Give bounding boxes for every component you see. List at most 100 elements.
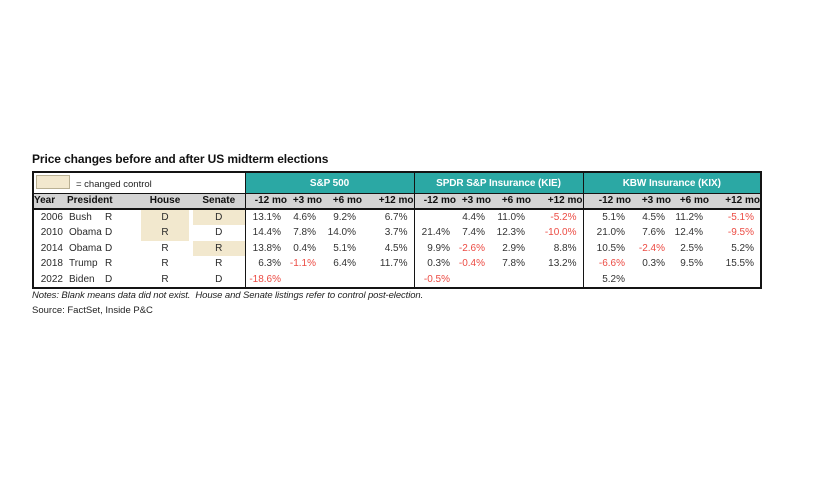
year-cell: 2006 bbox=[40, 211, 63, 223]
column-header-house: House bbox=[149, 195, 181, 207]
sp500-value-cell: 0.4% bbox=[293, 242, 316, 254]
group-header-kix: KBW Insurance (KIX) bbox=[582, 172, 761, 194]
year-cell: 2022 bbox=[40, 273, 63, 285]
table-row: 2010 Obama D R D 14.4% 7.8% 14.0% 3.7% 21.4% 7.4% 1… bbox=[33, 225, 761, 241]
president-party-cell: D bbox=[105, 227, 113, 239]
kix-value-cell: 9.5% bbox=[680, 258, 703, 270]
column-header-month: +12 mo bbox=[725, 195, 760, 207]
kix-value-cell: -6.6% bbox=[582, 256, 631, 272]
president-cell: Obama bbox=[69, 242, 102, 254]
column-header-month: +12 mo bbox=[547, 195, 583, 207]
column-header-month: +3 mo bbox=[461, 195, 491, 207]
kie-value-cell bbox=[491, 272, 531, 289]
year-cell: 2018 bbox=[40, 258, 63, 270]
sp500-value-cell: 4.6% bbox=[293, 211, 316, 223]
kix-value-cell bbox=[709, 272, 761, 289]
kie-value-cell: 9.9% bbox=[413, 240, 456, 256]
president-party-cell: D bbox=[105, 242, 113, 254]
kix-value-cell: -2.4% bbox=[638, 242, 665, 254]
kix-value-cell: 2.5% bbox=[680, 242, 703, 254]
legend-label: = changed control bbox=[76, 179, 152, 190]
sp500-value-cell: 5.1% bbox=[333, 242, 356, 254]
kie-value-cell: 12.3% bbox=[496, 227, 525, 239]
sp500-value-cell bbox=[322, 272, 362, 289]
kix-value-cell: 7.6% bbox=[642, 227, 665, 239]
table-row: 2018 Trump R R R 6.3% -1.1% 6.4% 11.7% 0.3% -0.4% 7… bbox=[33, 256, 761, 272]
table-row: 2006 Bush R D D 13.1% 4.6% 9.2% 6.7% 4.4% 11.0% -5.… bbox=[33, 208, 761, 225]
sp500-value-cell: 13.1% bbox=[244, 208, 287, 225]
president-cell: Trump bbox=[69, 258, 98, 270]
column-header-month: +3 mo bbox=[292, 195, 322, 207]
legend-cell: = changed control bbox=[33, 172, 245, 194]
president-party-cell: R bbox=[105, 258, 113, 270]
kie-value-cell bbox=[413, 208, 456, 225]
president-cell: Biden bbox=[69, 273, 95, 285]
column-header-month: +6 mo bbox=[501, 195, 531, 207]
kie-value-cell: -0.4% bbox=[458, 258, 485, 270]
kie-value-cell: -0.5% bbox=[413, 271, 456, 288]
kix-value-cell: 12.4% bbox=[674, 227, 703, 239]
kix-value-cell: 0.3% bbox=[642, 258, 665, 270]
sp500-value-cell: 9.2% bbox=[333, 211, 356, 223]
changed-control-swatch bbox=[36, 175, 70, 189]
sp500-value-cell: 11.7% bbox=[379, 258, 408, 270]
kix-value-cell: 5.1% bbox=[582, 208, 631, 225]
kie-value-cell: -5.2% bbox=[550, 211, 577, 223]
sp500-value-cell: -1.1% bbox=[289, 258, 316, 270]
kix-value-cell: 21.0% bbox=[582, 225, 631, 241]
page-title: Price changes before and after US midter… bbox=[32, 152, 329, 166]
source-text: Source: FactSet, Inside P&C bbox=[32, 305, 153, 316]
president-cell: Bush bbox=[69, 211, 92, 223]
president-party-cell: R bbox=[105, 211, 113, 223]
kix-value-cell: -5.1% bbox=[727, 211, 754, 223]
house-control-cell: R bbox=[141, 225, 189, 241]
sp500-value-cell: 6.3% bbox=[244, 256, 287, 272]
kie-value-cell: 11.0% bbox=[497, 211, 525, 223]
president-party-cell: D bbox=[105, 273, 113, 285]
column-header-month: +12 mo bbox=[378, 195, 414, 207]
group-header-row: = changed control S&P 500 SPDR S&P Insur… bbox=[33, 172, 761, 194]
column-header-year: Year bbox=[34, 195, 56, 207]
senate-control-cell: R bbox=[193, 240, 245, 256]
group-header-sp500: S&P 500 bbox=[244, 172, 414, 194]
column-header-president: President bbox=[67, 195, 113, 207]
sp500-value-cell: 6.7% bbox=[384, 211, 408, 223]
sp500-value-cell: 6.4% bbox=[333, 258, 356, 270]
kie-value-cell bbox=[531, 272, 583, 289]
kix-value-cell: 15.5% bbox=[725, 258, 754, 270]
kie-value-cell: 4.4% bbox=[462, 211, 485, 223]
kix-value-cell: 11.2% bbox=[675, 211, 703, 223]
column-header-month: +6 mo bbox=[679, 195, 709, 207]
kie-value-cell: 7.4% bbox=[462, 227, 485, 239]
sp500-value-cell: 14.0% bbox=[327, 227, 356, 239]
kie-value-cell bbox=[456, 272, 491, 289]
column-header-month: -12 mo bbox=[413, 193, 456, 209]
column-header-senate: Senate bbox=[202, 195, 236, 207]
kix-value-cell: 5.2% bbox=[731, 242, 754, 254]
notes-text: Notes: Blank means data did not exist. H… bbox=[32, 290, 424, 301]
kie-value-cell: -10.0% bbox=[544, 227, 577, 239]
kix-value-cell: -9.5% bbox=[727, 227, 754, 239]
senate-control-cell: R bbox=[215, 258, 223, 270]
president-cell: Obama bbox=[69, 227, 102, 239]
house-control-cell: R bbox=[161, 242, 169, 254]
column-header-month: -12 mo bbox=[582, 193, 631, 209]
kix-value-cell: 4.5% bbox=[642, 211, 665, 223]
column-header-month: +3 mo bbox=[641, 195, 671, 207]
kie-value-cell: 13.2% bbox=[548, 258, 577, 270]
senate-control-cell: D bbox=[215, 273, 223, 285]
kie-value-cell: -2.6% bbox=[458, 242, 485, 254]
sp500-value-cell: 4.5% bbox=[384, 242, 408, 254]
midterm-elections-table: = changed control S&P 500 SPDR S&P Insur… bbox=[32, 171, 762, 289]
house-control-cell: R bbox=[161, 258, 169, 270]
sp500-value-cell: 3.7% bbox=[384, 227, 408, 239]
column-header-row: Year President House Senate -12 mo +3 mo +… bbox=[33, 193, 761, 209]
table-body: 2006 Bush R D D 13.1% 4.6% 9.2% 6.7% 4.4% 11.0% -5.… bbox=[33, 208, 761, 289]
sp500-value-cell bbox=[362, 272, 414, 289]
sp500-value-cell: 13.8% bbox=[244, 240, 287, 256]
group-header-kie: SPDR S&P Insurance (KIE) bbox=[413, 172, 583, 194]
table-row: 2014 Obama D R R 13.8% 0.4% 5.1% 4.5% 9.9% -2.6% 2.… bbox=[33, 240, 761, 256]
kix-value-cell bbox=[631, 272, 671, 289]
kie-value-cell: 2.9% bbox=[502, 242, 525, 254]
